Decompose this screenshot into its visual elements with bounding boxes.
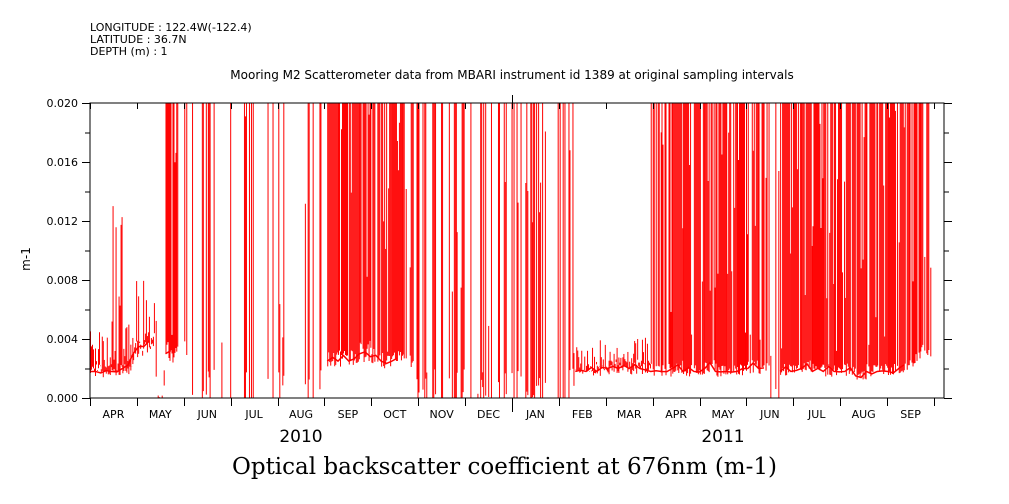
x-month-label: APR (103, 408, 125, 421)
x-month-label: MAR (617, 408, 642, 421)
depth-label: DEPTH (m) : 1 (90, 45, 168, 58)
x-year-label: 2010 (279, 427, 322, 447)
x-month-label: AUG (852, 408, 876, 421)
x-month-label: JUL (807, 408, 826, 421)
longitude-label: LONGITUDE : 122.4W(-122.4) (90, 21, 252, 34)
x-month-label: NOV (430, 408, 455, 421)
x-year-label: 2011 (701, 427, 744, 447)
y-tick-label: 0.004 (47, 333, 79, 346)
y-tick-label: 0.012 (47, 215, 79, 228)
y-tick-label: 0.020 (47, 97, 79, 110)
x-month-label: JUN (759, 408, 780, 421)
y-tick-label: 0.000 (47, 392, 79, 405)
x-month-label: SEP (900, 408, 921, 421)
x-month-label: JUL (244, 408, 263, 421)
chart-title: Mooring M2 Scatterometer data from MBARI… (230, 68, 794, 82)
x-month-label: JAN (525, 408, 545, 421)
data-line (89, 340, 150, 374)
y-tick-label: 0.016 (47, 156, 79, 169)
x-axis-title: Optical backscatter coefficient at 676nm… (231, 454, 777, 480)
x-month-label: SEP (338, 408, 359, 421)
x-month-label: OCT (383, 408, 406, 421)
y-tick-label: 0.008 (47, 274, 79, 287)
x-month-label: MAY (149, 408, 172, 421)
x-month-label: AUG (289, 408, 313, 421)
x-month-label: APR (665, 408, 687, 421)
data-line (326, 350, 398, 365)
data-line (575, 361, 765, 373)
x-month-label: FEB (572, 408, 593, 421)
x-month-label: MAY (712, 408, 735, 421)
data-line (165, 349, 172, 355)
x-month-label: DEC (477, 408, 500, 421)
x-month-label: JUN (196, 408, 217, 421)
latitude-label: LATITUDE : 36.7N (90, 33, 187, 46)
data-line (779, 362, 905, 379)
